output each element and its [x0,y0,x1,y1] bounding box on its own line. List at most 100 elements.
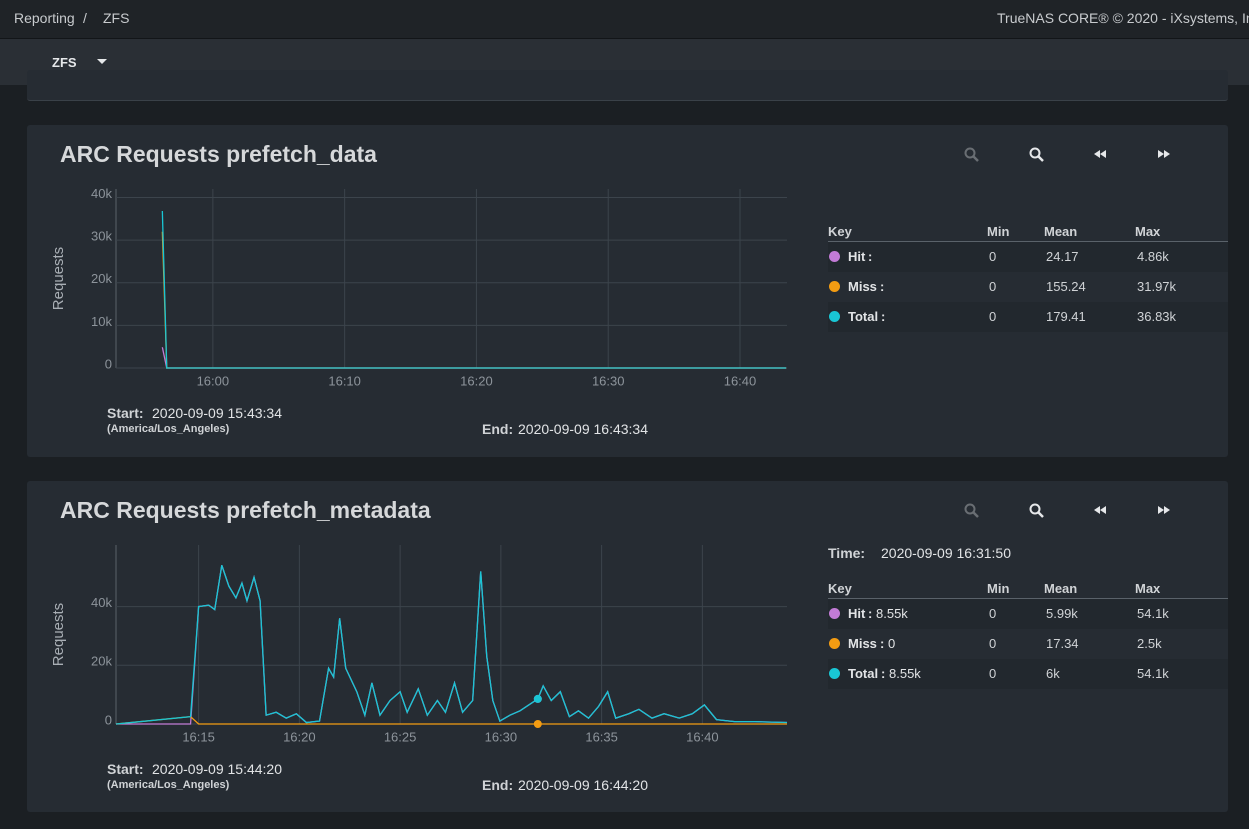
legend-row [828,599,1228,629]
y-tick-label: 30k [91,229,112,244]
legend-separator: : [868,249,873,264]
hover-point [533,694,542,703]
legend-header: Min [987,224,1010,239]
legend-row [828,242,1228,272]
legend-mean: 17.34 [1046,636,1079,651]
legend-current: 8.55k [889,666,921,681]
time-value: 2020-09-09 16:31:50 [881,545,1011,561]
legend-separator: : [881,309,886,324]
panel-stub [27,70,1228,101]
y-axis-label: Requests [50,247,67,310]
legend-max: 4.86k [1137,249,1169,264]
icon [972,155,979,162]
icon [972,511,979,518]
zoom-in-button[interactable] [964,147,979,162]
legend-divider [828,598,1228,599]
x-tick-label: 16:10 [328,373,361,388]
legend-separator: : [881,666,886,681]
legend-header: Key [828,581,852,596]
start-time: 2020-09-09 15:43:34 [152,405,282,421]
legend-current: 0 [888,636,896,651]
end-label: End: [482,421,514,437]
hover-point [533,720,542,728]
x-tick-label: 16:30 [485,729,518,744]
legend-row [828,659,1228,689]
zoom-out-button[interactable] [1029,503,1044,518]
dropdown-caret[interactable] [96,58,108,66]
legend-header: Mean [1044,581,1078,596]
legend-header: Max [1135,224,1161,239]
end-time: 2020-09-09 16:44:20 [518,777,648,793]
end-time: 2020-09-09 16:43:34 [518,421,648,437]
y-axis-label: Requests [50,603,67,666]
chart: 0 10k 20k 30k 40k 16:00 16:10 16:20 16:30 16:40 Re… [50,147,1170,388]
legend-header: Max [1135,581,1161,596]
y-tick-label: 20k [91,654,112,669]
icon [964,147,976,159]
legend-name: Total [848,309,879,324]
start-time: 2020-09-09 15:44:20 [152,761,282,777]
legend-name: Hit [848,249,866,264]
x-tick-label: 16:00 [197,373,230,388]
x-tick-label: 16:40 [724,373,757,388]
breadcrumb-item[interactable]: Reporting [14,10,75,26]
y-tick-label: 20k [91,271,112,286]
series-line [161,347,787,369]
legend-header: Min [987,581,1010,596]
legend-divider [828,241,1228,242]
legend-min: 0 [989,249,997,264]
legend-min: 0 [989,666,997,681]
report-panel: 0 10k 20k 30k 40k 16:00 16:10 16:20 16:30 16:40 Re… [27,125,1228,457]
x-tick-label: 16:25 [384,729,417,744]
copyright: TrueNAS CORE® © 2020 - iXsystems, Inc [997,10,1249,26]
timezone: (America/Los_Angeles) [107,779,230,791]
legend-min: 0 [989,279,997,294]
y-tick-label: 0 [105,712,112,727]
series-line [161,211,787,369]
rewind-button[interactable] [1094,150,1106,158]
legend-name: Hit [848,606,866,621]
legend-header: Mean [1044,224,1078,239]
legend-swatch [829,638,840,649]
chart-tools [964,147,1170,162]
zoom-in-button[interactable] [964,503,979,518]
end-label: End: [482,777,514,793]
legend-separator: : [880,636,885,651]
series-line [115,715,787,725]
forward-button[interactable] [1158,506,1170,514]
series-line [116,565,788,725]
legend-max: 36.83k [1137,309,1177,324]
legend-row [828,302,1228,332]
legend-min: 0 [989,606,997,621]
legend-mean: 5.99k [1046,606,1078,621]
legend-max: 54.1k [1137,666,1169,681]
x-tick-label: 16:20 [460,373,493,388]
icon [1029,503,1041,515]
icon [1037,155,1044,162]
legend-max: 54.1k [1137,606,1169,621]
legend-name: Miss [848,279,877,294]
panel-title: ARC Requests prefetch_metadata [60,497,431,523]
x-tick-label: 16:15 [182,729,215,744]
legend-min: 0 [989,309,997,324]
y-tick-label: 10k [91,314,112,329]
chart-tools [964,503,1170,518]
forward-button[interactable] [1158,150,1170,158]
report-menu[interactable]: ZFS [52,55,77,70]
legend-swatch [829,668,840,679]
legend-mean: 155.24 [1046,279,1086,294]
chart: 0 20k 40k 16:15 16:20 16:25 16:30 16:35 16:40 Req… [50,503,1170,744]
legend-swatch [829,608,840,619]
legend-separator: : [868,606,873,621]
series-line [161,231,787,369]
x-tick-label: 16:30 [592,373,625,388]
icon [1037,511,1044,518]
start-label: Start: [107,405,144,421]
legend-mean: 179.41 [1046,309,1086,324]
breadcrumb-separator: / [83,10,87,26]
rewind-button[interactable] [1094,506,1106,514]
legend-header: Key [828,224,852,239]
zoom-out-button[interactable] [1029,147,1044,162]
icon [1029,147,1041,159]
